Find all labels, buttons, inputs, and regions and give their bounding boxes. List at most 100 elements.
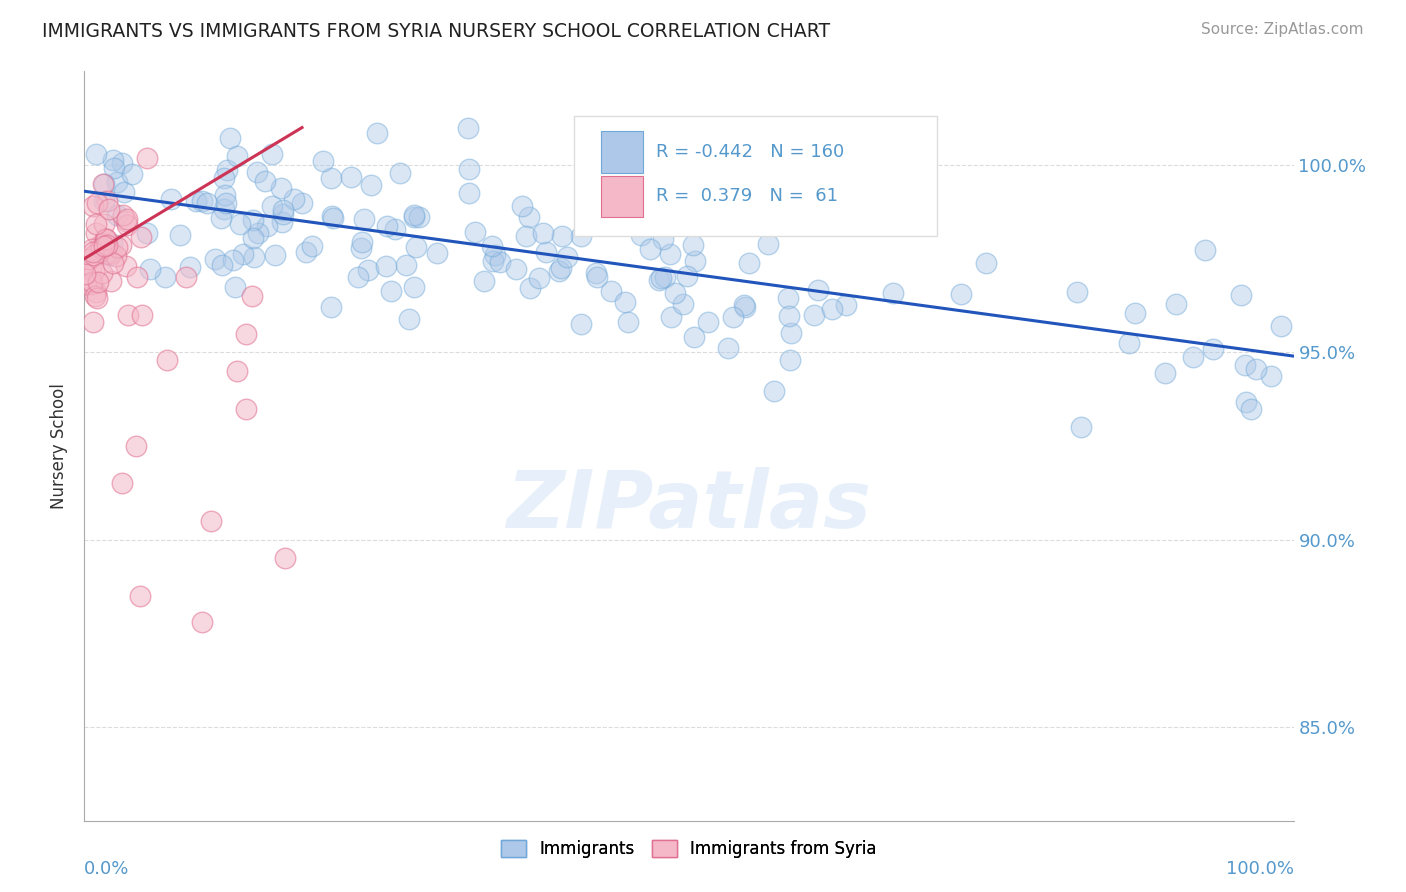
Point — [571, 229, 593, 244]
Point — [1246, 362, 1268, 376]
Point — [505, 262, 527, 277]
Point — [458, 186, 481, 200]
Point — [489, 255, 512, 269]
Point — [169, 227, 191, 242]
Point — [100, 248, 122, 262]
Point — [80, 242, 103, 256]
Text: R = -0.442   N = 160: R = -0.442 N = 160 — [657, 143, 845, 161]
Point — [215, 162, 238, 177]
Point — [112, 185, 135, 199]
Point — [1164, 297, 1187, 311]
Point — [803, 308, 825, 322]
Point — [388, 166, 411, 180]
Text: R =  0.379   N =  61: R = 0.379 N = 61 — [657, 187, 838, 205]
Point — [117, 308, 139, 322]
Point — [664, 285, 686, 300]
Point — [569, 317, 592, 331]
Point — [652, 232, 675, 246]
Point — [1070, 420, 1092, 434]
Point — [638, 242, 661, 256]
Point — [1194, 244, 1216, 258]
Point — [347, 270, 370, 285]
Point — [555, 251, 578, 265]
Point — [225, 364, 247, 378]
Text: 0.0%: 0.0% — [84, 860, 129, 878]
Point — [1234, 394, 1257, 409]
Point — [225, 149, 247, 163]
Point — [111, 476, 134, 491]
Point — [96, 194, 118, 208]
Point — [101, 153, 124, 168]
Point — [271, 207, 294, 221]
Point — [1229, 288, 1251, 302]
Point — [242, 250, 264, 264]
Point — [950, 286, 973, 301]
Point — [91, 177, 114, 191]
Point — [75, 267, 97, 281]
Point — [398, 312, 420, 326]
Point — [262, 199, 284, 213]
Point — [82, 245, 104, 260]
Point — [93, 238, 115, 252]
Point — [550, 260, 572, 275]
Point — [402, 211, 425, 225]
Point — [97, 202, 120, 216]
Point — [94, 232, 117, 246]
Point — [82, 277, 104, 291]
Point — [131, 230, 153, 244]
Point — [117, 218, 139, 232]
Point — [83, 248, 105, 262]
Point — [683, 254, 706, 268]
Point — [86, 196, 108, 211]
Point — [776, 292, 799, 306]
Point — [648, 273, 671, 287]
Point — [637, 213, 659, 227]
Point — [312, 153, 335, 168]
Point — [112, 209, 135, 223]
Point — [125, 439, 148, 453]
Point — [634, 217, 657, 231]
Point — [519, 281, 541, 295]
Point — [229, 217, 252, 231]
Point — [1123, 306, 1146, 320]
Point — [224, 279, 246, 293]
Point — [672, 297, 695, 311]
Text: IMMIGRANTS VS IMMIGRANTS FROM SYRIA NURSERY SCHOOL CORRELATION CHART: IMMIGRANTS VS IMMIGRANTS FROM SYRIA NURS… — [42, 22, 831, 41]
Point — [510, 199, 533, 213]
Point — [115, 259, 138, 273]
Point — [117, 212, 139, 227]
Point — [93, 217, 115, 231]
Point — [481, 253, 503, 268]
Point — [96, 237, 118, 252]
Point — [84, 217, 107, 231]
Point — [204, 252, 226, 267]
Point — [322, 211, 344, 225]
Point — [360, 178, 382, 193]
Point — [84, 147, 107, 161]
Point — [82, 315, 104, 329]
Point — [405, 240, 427, 254]
Point — [283, 192, 305, 206]
Point — [246, 226, 269, 240]
Point — [128, 589, 150, 603]
Point — [87, 244, 110, 259]
Point — [321, 209, 343, 223]
Point — [291, 196, 314, 211]
Point — [91, 267, 114, 281]
Point — [375, 219, 398, 234]
Point — [82, 199, 104, 213]
Point — [1270, 318, 1292, 333]
Point — [235, 326, 257, 341]
Point — [484, 248, 506, 262]
Point — [262, 147, 284, 161]
Point — [103, 161, 125, 176]
Point — [89, 237, 111, 252]
Point — [136, 151, 159, 165]
Point — [270, 180, 292, 194]
Point — [1202, 342, 1225, 356]
Point — [733, 297, 755, 311]
Point — [704, 215, 727, 229]
Legend: Immigrants, Immigrants from Syria: Immigrants, Immigrants from Syria — [495, 833, 883, 864]
Point — [191, 194, 214, 208]
Point — [696, 315, 718, 329]
